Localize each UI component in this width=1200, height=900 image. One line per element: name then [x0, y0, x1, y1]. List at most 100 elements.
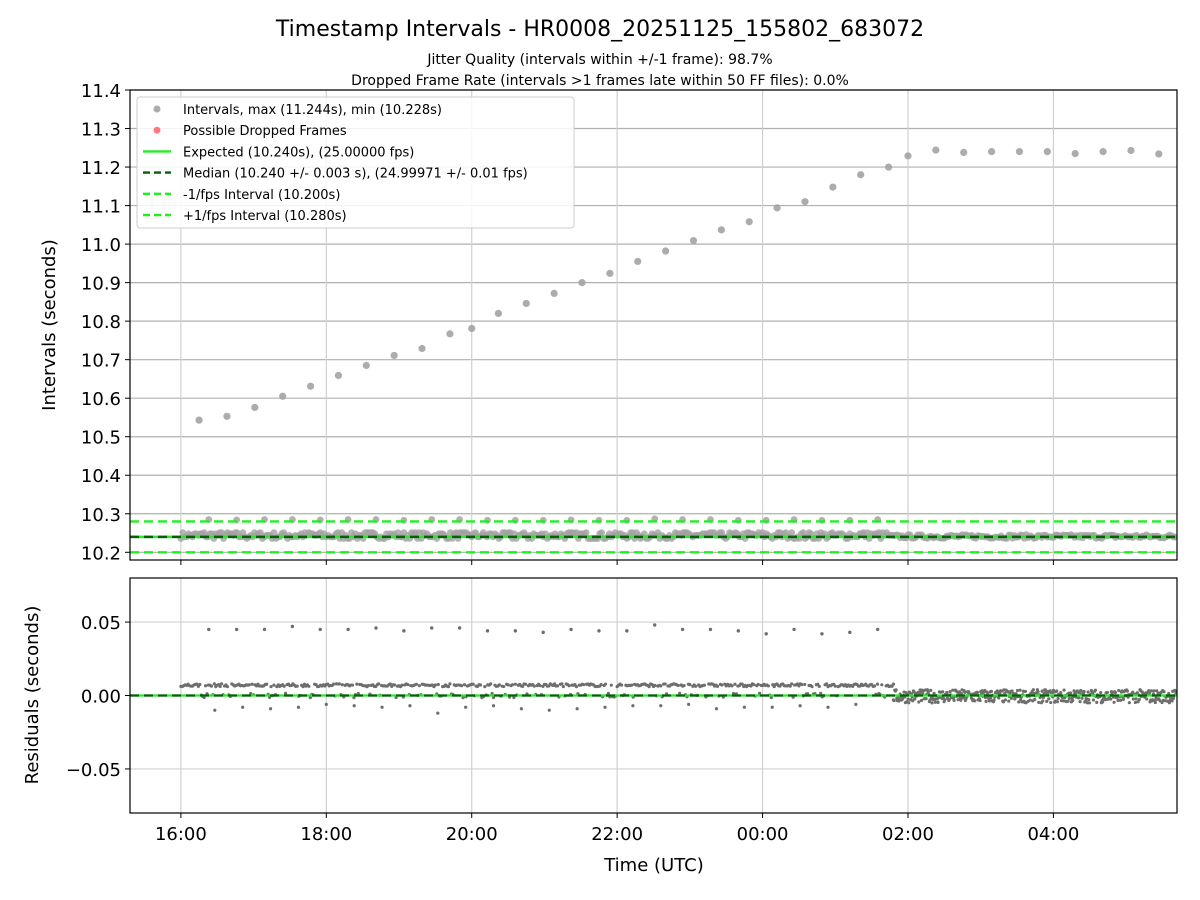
- residual-point: [926, 690, 930, 694]
- interval-point: [788, 529, 796, 537]
- residual-point-high: [485, 629, 490, 633]
- residual-point: [824, 682, 829, 686]
- residual-point: [1043, 688, 1047, 692]
- residual-point: [1117, 688, 1121, 693]
- residual-point: [933, 700, 938, 704]
- residual-point-high: [234, 627, 239, 632]
- residual-point: [1003, 698, 1008, 702]
- residual-point: [989, 696, 993, 700]
- residual-point: [872, 684, 877, 688]
- residual-point: [249, 691, 253, 696]
- intervals-axes: 10.2 10.3 10.4 10.5 10.6 10.7 10.8 10.9 11.0 11.1…: [81, 81, 1178, 565]
- residual-point: [1113, 690, 1117, 695]
- residual-point: [1033, 697, 1037, 702]
- residual-point: [833, 684, 837, 688]
- residual-point: [1087, 697, 1091, 702]
- intervals-axes-frame: [129, 89, 1178, 561]
- residual-point: [1167, 691, 1171, 696]
- residual-point: [959, 691, 964, 696]
- interval-point-outlier: [362, 361, 370, 370]
- residual-point: [331, 682, 336, 686]
- residual-point: [973, 699, 977, 703]
- x-tick-label: 16:00: [155, 824, 207, 845]
- interval-point-outlier: [522, 299, 530, 308]
- residual-point-high: [820, 632, 824, 636]
- residual-point-low: [519, 707, 524, 711]
- legend-entry-label: Median (10.240 +/- 0.003 s), (24.99971 +…: [183, 167, 528, 182]
- residual-point-low: [798, 704, 802, 708]
- interval-point-outlier: [195, 416, 203, 424]
- residual-point: [1056, 696, 1060, 701]
- interval-point-outlier: [578, 279, 586, 287]
- residual-point: [933, 697, 937, 701]
- residual-point: [937, 695, 941, 700]
- residual-point: [984, 699, 988, 703]
- residual-point: [459, 684, 464, 688]
- residual-point: [819, 691, 823, 695]
- residual-point: [1125, 689, 1129, 693]
- residual-point: [932, 691, 936, 695]
- residual-point: [1069, 691, 1073, 695]
- residual-point: [919, 698, 924, 703]
- residual-point: [1049, 700, 1053, 705]
- residual-point: [393, 683, 397, 687]
- residual-point: [446, 684, 451, 689]
- interval-point-outlier: [857, 171, 865, 179]
- residual-point: [490, 691, 494, 696]
- intervals-y-tick-label: 11.4: [81, 81, 121, 102]
- residual-point: [1089, 688, 1093, 693]
- x-tick-label: 18:00: [300, 824, 352, 845]
- residual-point: [1055, 700, 1059, 704]
- residual-point: [731, 691, 736, 696]
- residual-point: [987, 699, 992, 703]
- residual-point: [220, 682, 224, 686]
- residual-point: [1078, 699, 1082, 704]
- residual-point-low: [603, 705, 607, 709]
- residual-point: [350, 683, 355, 687]
- residual-point-low: [408, 704, 412, 708]
- residual-point-low: [241, 705, 245, 709]
- interval-point-outlier: [717, 226, 725, 234]
- residual-point: [997, 696, 1001, 700]
- residual-point: [630, 683, 634, 687]
- residual-point: [337, 682, 341, 686]
- residual-point: [247, 683, 251, 687]
- residual-point: [659, 684, 663, 688]
- residual-point: [930, 701, 934, 705]
- residual-point: [894, 688, 898, 692]
- residual-point: [502, 684, 506, 689]
- interval-point-outlier: [1099, 148, 1107, 156]
- residual-point: [803, 682, 807, 687]
- residual-point-high: [207, 627, 211, 632]
- residual-point: [702, 683, 706, 687]
- residual-point: [989, 689, 994, 693]
- residual-point: [956, 698, 960, 702]
- residual-point: [961, 696, 966, 700]
- residual-point: [478, 683, 483, 687]
- intervals-legend: Intervals, max (11.244s), min (10.228s) P…: [136, 96, 575, 229]
- residual-point-low: [464, 705, 468, 709]
- residual-point: [489, 682, 493, 686]
- residual-point: [1059, 691, 1063, 695]
- residual-point: [491, 695, 496, 700]
- residual-point: [471, 682, 475, 686]
- residual-point: [582, 683, 586, 687]
- residual-point: [1001, 700, 1006, 704]
- residual-point: [1018, 688, 1022, 692]
- interval-point-outlier: [550, 289, 558, 298]
- residual-point: [958, 696, 962, 700]
- interval-point-outlier: [634, 257, 642, 266]
- residual-point: [619, 683, 624, 687]
- residual-point: [1131, 690, 1135, 694]
- residual-point: [1133, 700, 1137, 705]
- residual-point: [947, 697, 952, 701]
- residual-point-high: [402, 629, 406, 633]
- chart-title: Timestamp Intervals - HR0008_20251125_15…: [275, 17, 924, 42]
- residual-point: [523, 682, 528, 686]
- residual-point-high: [848, 630, 852, 635]
- intervals-y-tick-label: 10.8: [81, 312, 121, 333]
- residual-point: [555, 684, 560, 688]
- residual-point-high: [430, 626, 434, 630]
- residual-point: [269, 684, 273, 689]
- interval-point-outlier: [773, 204, 781, 212]
